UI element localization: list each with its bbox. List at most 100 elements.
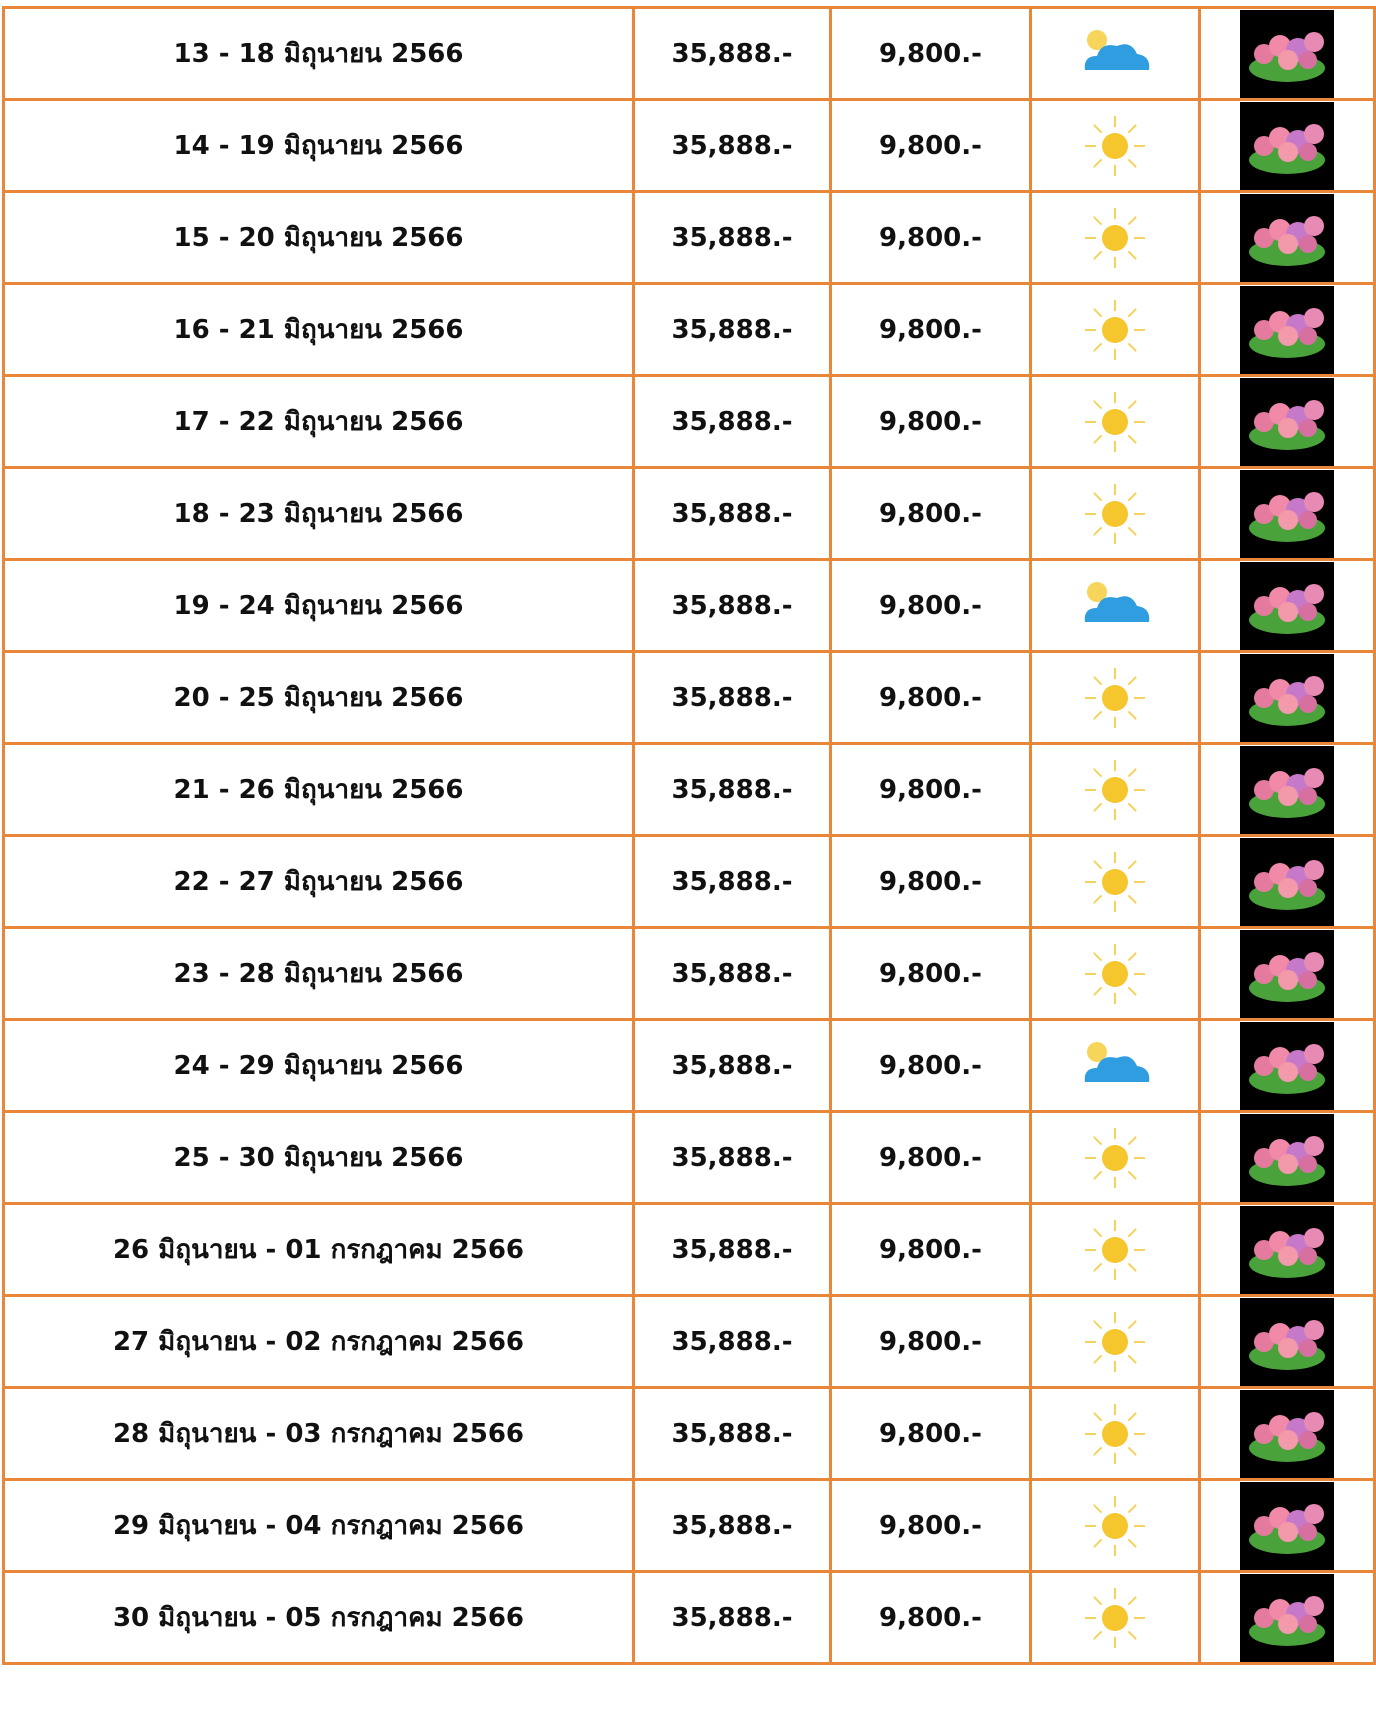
single-supplement-cell: 9,800.- xyxy=(831,744,1031,836)
flower-image xyxy=(1240,746,1334,834)
weather-icon xyxy=(1075,110,1155,182)
image-cell xyxy=(1200,744,1375,836)
price-cell: 35,888.- xyxy=(634,100,831,192)
flower-image xyxy=(1240,10,1334,98)
date-cell: 29 มิถุนายน - 04 กรกฎาคม 2566 xyxy=(4,1480,634,1572)
single-supplement-cell: 9,800.- xyxy=(831,1112,1031,1204)
weather-cell xyxy=(1031,652,1200,744)
date-cell: 17 - 22 มิถุนายน 2566 xyxy=(4,376,634,468)
flower-image xyxy=(1240,1022,1334,1110)
weather-icon xyxy=(1075,1122,1155,1194)
date-cell: 23 - 28 มิถุนายน 2566 xyxy=(4,928,634,1020)
date-cell: 21 - 26 มิถุนายน 2566 xyxy=(4,744,634,836)
image-cell xyxy=(1200,1572,1375,1664)
date-cell: 15 - 20 มิถุนายน 2566 xyxy=(4,192,634,284)
flower-image xyxy=(1240,562,1334,650)
price-cell: 35,888.- xyxy=(634,560,831,652)
weather-cell xyxy=(1031,284,1200,376)
price-cell: 35,888.- xyxy=(634,744,831,836)
weather-cell xyxy=(1031,560,1200,652)
price-cell: 35,888.- xyxy=(634,652,831,744)
weather-cell xyxy=(1031,744,1200,836)
weather-icon xyxy=(1075,1306,1155,1378)
single-supplement-cell: 9,800.- xyxy=(831,1572,1031,1664)
weather-icon xyxy=(1075,478,1155,550)
single-supplement-cell: 9,800.- xyxy=(831,284,1031,376)
flower-image xyxy=(1240,470,1334,558)
price-cell: 35,888.- xyxy=(634,928,831,1020)
weather-cell xyxy=(1031,100,1200,192)
image-cell xyxy=(1200,192,1375,284)
price-cell: 35,888.- xyxy=(634,1112,831,1204)
date-cell: 22 - 27 มิถุนายน 2566 xyxy=(4,836,634,928)
image-cell xyxy=(1200,1020,1375,1112)
weather-icon xyxy=(1075,846,1155,918)
image-cell xyxy=(1200,836,1375,928)
image-cell xyxy=(1200,468,1375,560)
weather-cell xyxy=(1031,1020,1200,1112)
flower-image xyxy=(1240,378,1334,466)
weather-icon xyxy=(1075,938,1155,1010)
single-supplement-cell: 9,800.- xyxy=(831,376,1031,468)
date-cell: 26 มิถุนายน - 01 กรกฎาคม 2566 xyxy=(4,1204,634,1296)
weather-icon xyxy=(1075,1030,1155,1102)
single-supplement-cell: 9,800.- xyxy=(831,1480,1031,1572)
weather-cell xyxy=(1031,1296,1200,1388)
weather-icon xyxy=(1075,202,1155,274)
single-supplement-cell: 9,800.- xyxy=(831,1204,1031,1296)
flower-image xyxy=(1240,654,1334,742)
page: 13 - 18 มิถุนายน 256635,888.-9,800.-14 -… xyxy=(0,0,1376,1716)
weather-cell xyxy=(1031,836,1200,928)
price-cell: 35,888.- xyxy=(634,836,831,928)
price-cell: 35,888.- xyxy=(634,192,831,284)
date-cell: 13 - 18 มิถุนายน 2566 xyxy=(4,8,634,100)
price-cell: 35,888.- xyxy=(634,284,831,376)
weather-icon xyxy=(1075,570,1155,642)
single-supplement-cell: 9,800.- xyxy=(831,1020,1031,1112)
image-cell xyxy=(1200,100,1375,192)
image-cell xyxy=(1200,560,1375,652)
weather-icon xyxy=(1075,1398,1155,1470)
image-cell xyxy=(1200,376,1375,468)
weather-cell xyxy=(1031,1480,1200,1572)
single-supplement-cell: 9,800.- xyxy=(831,100,1031,192)
flower-image xyxy=(1240,102,1334,190)
flower-image xyxy=(1240,838,1334,926)
flower-image xyxy=(1240,1298,1334,1386)
weather-icon xyxy=(1075,1490,1155,1562)
image-cell xyxy=(1200,1112,1375,1204)
date-cell: 30 มิถุนายน - 05 กรกฎาคม 2566 xyxy=(4,1572,634,1664)
date-cell: 18 - 23 มิถุนายน 2566 xyxy=(4,468,634,560)
flower-image xyxy=(1240,1574,1334,1662)
date-cell: 24 - 29 มิถุนายน 2566 xyxy=(4,1020,634,1112)
weather-icon xyxy=(1075,294,1155,366)
image-cell xyxy=(1200,284,1375,376)
date-cell: 19 - 24 มิถุนายน 2566 xyxy=(4,560,634,652)
price-cell: 35,888.- xyxy=(634,468,831,560)
price-cell: 35,888.- xyxy=(634,1020,831,1112)
price-cell: 35,888.- xyxy=(634,376,831,468)
image-cell xyxy=(1200,1296,1375,1388)
date-cell: 27 มิถุนายน - 02 กรกฎาคม 2566 xyxy=(4,1296,634,1388)
flower-image xyxy=(1240,1390,1334,1478)
single-supplement-cell: 9,800.- xyxy=(831,836,1031,928)
single-supplement-cell: 9,800.- xyxy=(831,652,1031,744)
flower-image xyxy=(1240,930,1334,1018)
weather-cell xyxy=(1031,376,1200,468)
flower-image xyxy=(1240,286,1334,374)
weather-icon xyxy=(1075,1214,1155,1286)
